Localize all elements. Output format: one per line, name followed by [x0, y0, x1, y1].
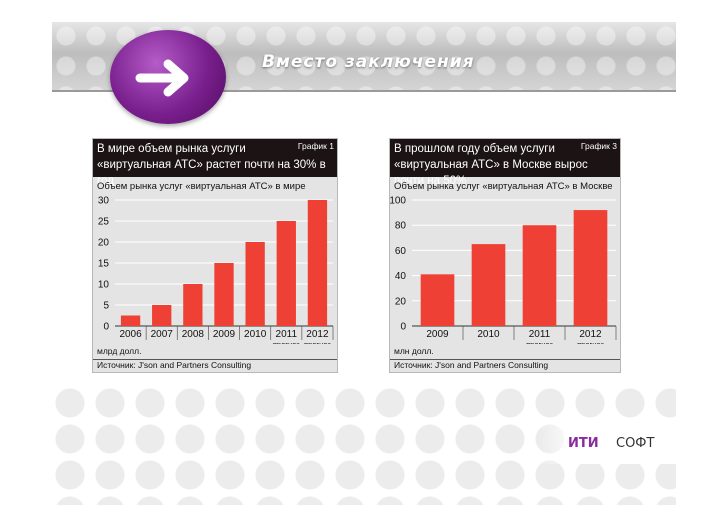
- brand-mark-text: ИТИ: [568, 436, 599, 451]
- chart-unit: млн долл.: [394, 346, 434, 356]
- y-tick-label: 20: [98, 238, 110, 249]
- x-tick-label: 2011: [529, 329, 551, 340]
- x-tick-label: 2010: [477, 329, 500, 340]
- x-tick-label: 2009: [426, 329, 449, 340]
- bar: [245, 242, 265, 326]
- source-divider: [93, 359, 337, 360]
- y-tick-label: 80: [395, 221, 407, 232]
- arrow-logo-icon: [110, 30, 226, 124]
- chart-source: Источник: J'son and Partners Consulting: [394, 360, 549, 370]
- chart-panel-moscow: В прошлом году объем услуги «виртуальная…: [389, 138, 621, 373]
- source-divider: [390, 359, 620, 360]
- bar: [120, 315, 141, 326]
- y-tick-label: 25: [98, 217, 110, 228]
- bar: [471, 244, 506, 326]
- chart-title: В мире объем рынка услуги «виртуальная А…: [97, 141, 337, 189]
- brand-mark: ИТИ: [568, 436, 599, 451]
- chart-header: В мире объем рынка услуги «виртуальная А…: [93, 139, 337, 187]
- y-tick-label: 20: [395, 296, 407, 307]
- y-tick-label: 10: [98, 280, 110, 291]
- x-tick-label: 2012: [306, 329, 329, 340]
- x-tick-label: 2006: [119, 329, 142, 340]
- chart-panel-world: В мире объем рынка услуги «виртуальная А…: [92, 138, 338, 373]
- x-tick-label: 2007: [151, 329, 174, 340]
- chart-subtitle: Объем рынка услуг «виртуальная АТС» в Мо…: [394, 181, 613, 192]
- chart-title: В прошлом году объем услуги «виртуальная…: [394, 141, 620, 189]
- chart-header: В прошлом году объем услуги «виртуальная…: [390, 139, 620, 187]
- y-tick-label: 40: [395, 271, 407, 282]
- bar: [420, 274, 455, 326]
- arrow-icon: [135, 59, 189, 97]
- brand-logo: ИТИ СОФТ: [540, 424, 676, 464]
- bar-chart-world: 051015202530200620072008200920102011прог…: [98, 196, 334, 344]
- x-tick-note: прогноз: [577, 340, 604, 344]
- chart-badge: График 1: [297, 141, 334, 151]
- bar: [522, 225, 557, 326]
- page-title: Вместо заключения: [262, 52, 475, 72]
- bar: [307, 200, 328, 326]
- y-tick-label: 15: [98, 259, 110, 270]
- chart-title-line-2: «виртуальная АТС» растет почти на 30% в …: [97, 159, 326, 187]
- bar: [152, 305, 172, 326]
- chart-source: Источник: J'son and Partners Consulting: [97, 360, 252, 370]
- bar: [183, 284, 203, 326]
- x-tick-label: 2012: [579, 329, 602, 340]
- x-tick-note: прогноз: [526, 340, 553, 344]
- x-tick-label: 2010: [244, 329, 267, 340]
- y-tick-label: 0: [400, 322, 406, 333]
- x-tick-note: прогноз: [273, 340, 300, 344]
- chart-unit: млрд долл.: [97, 346, 142, 356]
- x-tick-label: 2009: [213, 329, 236, 340]
- bar: [214, 263, 234, 326]
- header-divider: [52, 90, 676, 92]
- y-tick-label: 30: [98, 196, 110, 207]
- y-tick-label: 60: [395, 246, 407, 257]
- y-tick-label: 100: [390, 196, 406, 207]
- x-tick-note: прогноз: [304, 340, 331, 344]
- bar-chart-moscow: 020406080100200920102011прогноз2012прогн…: [390, 196, 617, 344]
- chart-badge: График 3: [580, 141, 617, 151]
- brand-word: СОФТ: [616, 436, 655, 451]
- chart-subtitle: Объем рынка услуг «виртуальная АТС» в ми…: [97, 181, 306, 192]
- x-tick-label: 2011: [276, 329, 298, 340]
- bar: [276, 221, 296, 326]
- chart-title-line-1: В мире объем рынка услуги: [97, 143, 246, 155]
- bar: [573, 210, 608, 326]
- y-tick-label: 0: [103, 322, 109, 333]
- x-tick-label: 2008: [182, 329, 205, 340]
- y-tick-label: 5: [103, 301, 109, 312]
- chart-title-line-2: «виртуальная АТС» в Москве вырос почти н…: [394, 159, 588, 187]
- chart-title-line-1: В прошлом году объем услуги: [394, 143, 555, 155]
